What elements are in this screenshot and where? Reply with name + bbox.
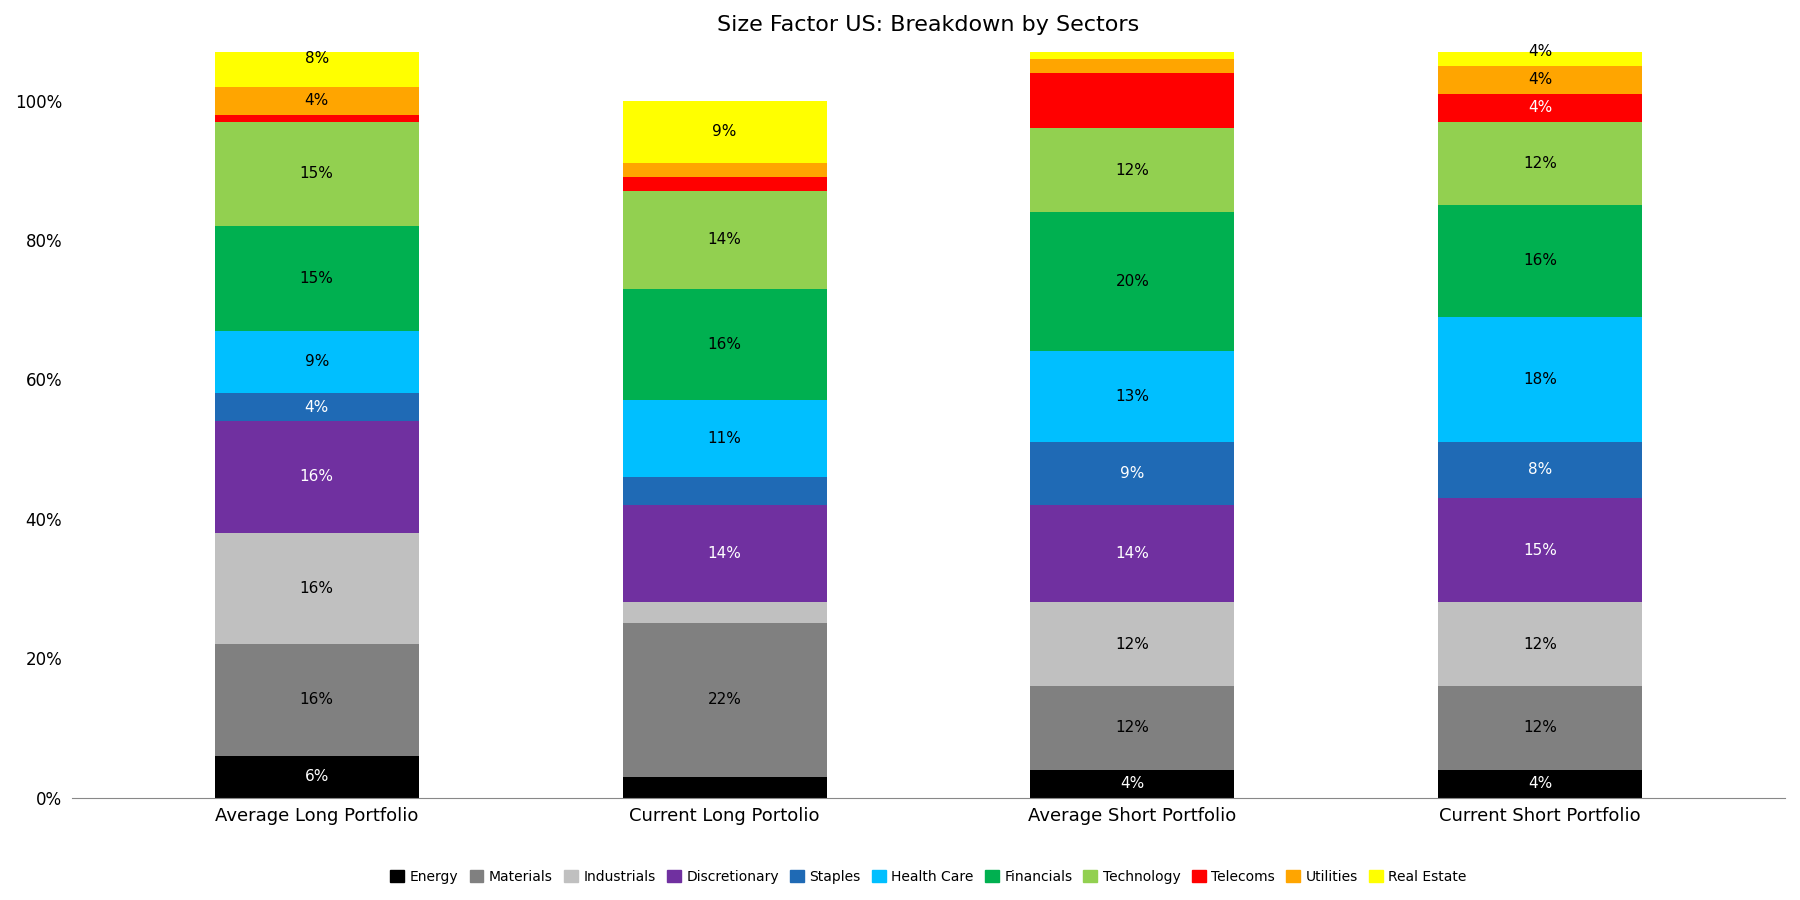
Text: 16%: 16%: [299, 580, 333, 596]
Bar: [1438, 94, 1642, 122]
Bar: [623, 624, 826, 777]
Bar: [1438, 205, 1642, 317]
Text: 12%: 12%: [1116, 720, 1150, 735]
Bar: [1030, 58, 1235, 73]
Text: 15%: 15%: [301, 166, 333, 181]
Text: 16%: 16%: [707, 337, 742, 352]
Bar: [1438, 770, 1642, 797]
Bar: [1030, 770, 1235, 797]
Bar: [1030, 352, 1235, 442]
Text: 4%: 4%: [1528, 72, 1552, 87]
Bar: [1030, 129, 1235, 212]
Bar: [1438, 442, 1642, 498]
Bar: [1030, 31, 1235, 58]
Bar: [214, 330, 419, 393]
Bar: [1030, 442, 1235, 505]
Text: 12%: 12%: [1116, 636, 1150, 652]
Text: 16%: 16%: [1523, 254, 1557, 268]
Bar: [1438, 38, 1642, 66]
Text: 4%: 4%: [1528, 44, 1552, 59]
Title: Size Factor US: Breakdown by Sectors: Size Factor US: Breakdown by Sectors: [718, 15, 1139, 35]
Text: 4%: 4%: [304, 400, 329, 415]
Bar: [623, 289, 826, 400]
Text: 4%: 4%: [1528, 100, 1552, 115]
Bar: [1030, 505, 1235, 602]
Text: 15%: 15%: [1523, 543, 1557, 558]
Text: 6%: 6%: [304, 770, 329, 784]
Bar: [623, 400, 826, 477]
Text: 12%: 12%: [1116, 163, 1150, 178]
Bar: [214, 86, 419, 114]
Bar: [214, 122, 419, 226]
Text: 18%: 18%: [1523, 372, 1557, 387]
Bar: [1030, 686, 1235, 769]
Bar: [1438, 498, 1642, 602]
Text: 12%: 12%: [1523, 156, 1557, 171]
Bar: [623, 163, 826, 177]
Bar: [1438, 317, 1642, 442]
Bar: [623, 477, 826, 505]
Text: 8%: 8%: [1528, 463, 1552, 478]
Text: 12%: 12%: [1523, 636, 1557, 652]
Bar: [623, 101, 826, 163]
Bar: [214, 31, 419, 86]
Text: 9%: 9%: [713, 124, 736, 140]
Text: 8%: 8%: [304, 51, 329, 67]
Bar: [623, 177, 826, 191]
Text: 12%: 12%: [1523, 720, 1557, 735]
Bar: [214, 533, 419, 644]
Text: 22%: 22%: [707, 692, 742, 707]
Text: 4%: 4%: [1528, 776, 1552, 791]
Bar: [214, 421, 419, 533]
Bar: [1438, 122, 1642, 205]
Text: 9%: 9%: [304, 355, 329, 369]
Text: 16%: 16%: [299, 692, 333, 707]
Bar: [1030, 73, 1235, 129]
Text: 11%: 11%: [707, 431, 742, 446]
Bar: [1438, 66, 1642, 94]
Bar: [1438, 602, 1642, 686]
Text: 14%: 14%: [707, 232, 742, 248]
Text: 20%: 20%: [1116, 274, 1150, 289]
Legend: Energy, Materials, Industrials, Discretionary, Staples, Health Care, Financials,: Energy, Materials, Industrials, Discreti…: [385, 864, 1472, 889]
Bar: [214, 114, 419, 122]
Bar: [1030, 212, 1235, 352]
Text: 4%: 4%: [1120, 776, 1145, 791]
Text: 14%: 14%: [707, 546, 742, 561]
Bar: [623, 777, 826, 797]
Bar: [214, 226, 419, 330]
Bar: [214, 756, 419, 797]
Text: 9%: 9%: [1120, 466, 1145, 481]
Bar: [214, 393, 419, 421]
Bar: [623, 191, 826, 289]
Text: 14%: 14%: [1116, 546, 1150, 561]
Bar: [1030, 602, 1235, 686]
Bar: [623, 602, 826, 624]
Bar: [214, 644, 419, 756]
Bar: [623, 505, 826, 602]
Text: 15%: 15%: [301, 271, 333, 286]
Text: 4%: 4%: [304, 93, 329, 108]
Bar: [1438, 686, 1642, 769]
Text: 16%: 16%: [299, 470, 333, 484]
Text: 13%: 13%: [1116, 390, 1150, 404]
